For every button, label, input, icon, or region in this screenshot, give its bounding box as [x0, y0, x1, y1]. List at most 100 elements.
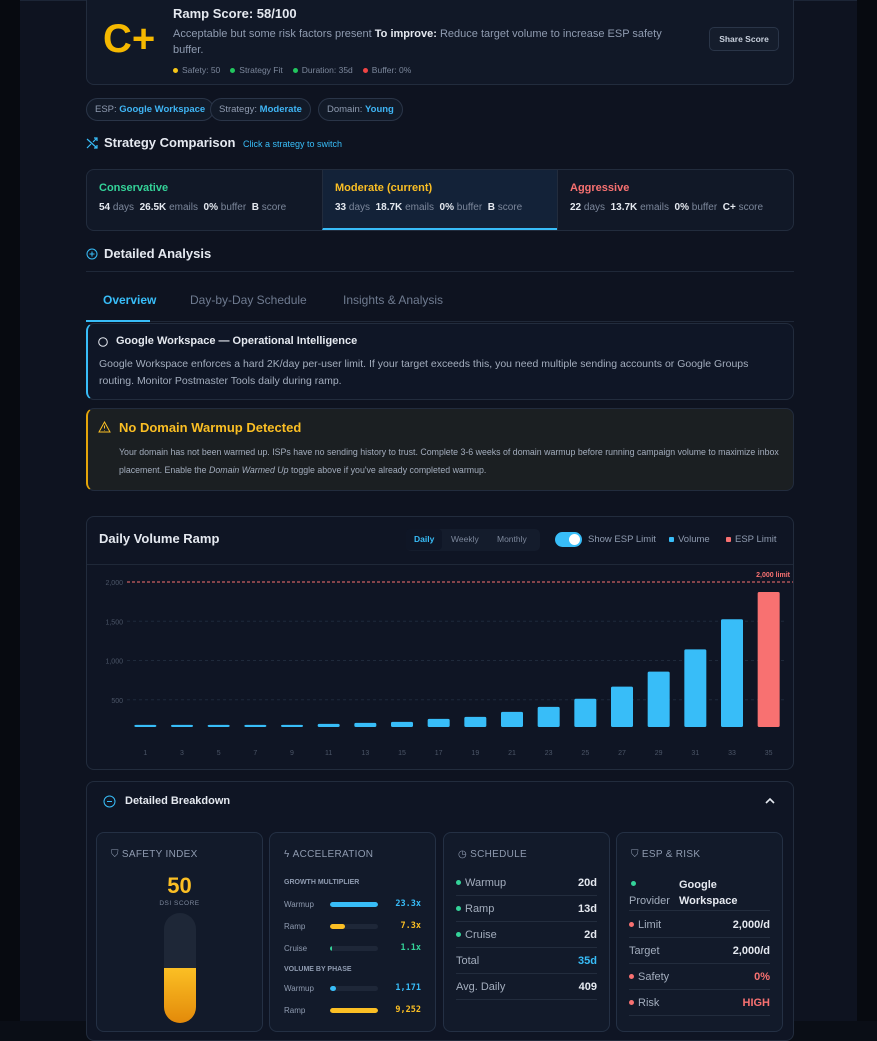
minus-circle-icon[interactable] [103, 795, 116, 808]
bar-day-27 [611, 686, 633, 727]
strategy-comparison-title: Strategy Comparison [104, 135, 236, 150]
detail-row: Limit 2,000/d [629, 912, 770, 938]
y-tick-label: 2,000 [105, 580, 123, 587]
shield-icon: ⛉ [111, 849, 122, 860]
bolt-icon: ϟ [284, 849, 293, 860]
meter-bar [330, 923, 378, 929]
daily-volume-chart-card: Daily Volume Ramp Daily Weekly Monthly S… [86, 516, 794, 770]
strategy-card-moderate[interactable]: Moderate (current) 33 days 18.7K emails … [322, 170, 557, 230]
meter-row: Ramp 9,252 [284, 1005, 421, 1015]
esp-limit-label: 2,000 limit [756, 572, 791, 579]
score-factor: Safety: 50 [173, 65, 220, 75]
acceleration-title: ϟ ACCELERATION [284, 849, 374, 860]
detail-row: Warmup 20d [456, 870, 597, 896]
esp-limit-toggle[interactable] [555, 532, 582, 547]
x-tick-label: 19 [471, 750, 479, 757]
strategy-hint: Click a strategy to switch [243, 139, 343, 149]
detail-row: Cruise 2d [456, 922, 597, 948]
bar-day-23 [537, 706, 560, 727]
toggle-label: Show ESP Limit [588, 534, 656, 545]
x-tick-label: 29 [655, 750, 663, 757]
meter-bar [330, 901, 378, 907]
warning-icon [98, 421, 111, 433]
bar-day-19 [464, 716, 487, 727]
page-edge-right [857, 0, 877, 1021]
safety-gauge [164, 913, 196, 1023]
share-score-button[interactable]: Share Score [709, 27, 779, 51]
detail-row: Risk HIGH [629, 990, 770, 1016]
esp-risk-title: ⛉ ESP & RISK [631, 849, 701, 860]
x-tick-label: 21 [508, 750, 516, 757]
x-tick-label: 3 [180, 750, 184, 757]
shield-icon: ⛉ [631, 849, 642, 860]
active-tab-indicator [86, 320, 150, 322]
chart-divider [87, 564, 793, 565]
x-tick-label: 33 [728, 750, 736, 757]
schedule-panel: ◷ SCHEDULE Warmup 20d Ramp 13d Cruise 2d Total… [443, 832, 610, 1032]
info-icon [98, 337, 108, 347]
chevron-up-icon[interactable] [765, 797, 775, 804]
detail-row: Total 35d [456, 948, 597, 974]
safety-index-panel: ⛉ SAFETY INDEX 50 DSI SCORE [96, 832, 263, 1032]
bar-day-5 [207, 724, 230, 727]
bar-day-15 [391, 721, 413, 727]
clock-icon: ◷ [458, 849, 471, 860]
legend-volume: Volume [669, 534, 710, 545]
score-title: Ramp Score: 58/100 [173, 6, 297, 21]
meter-bar [330, 1007, 378, 1013]
x-tick-label: 13 [361, 750, 369, 757]
meter-row: Warmup 23.3x [284, 899, 421, 909]
meter-row: Cruise 1.1x [284, 943, 421, 953]
x-tick-label: 15 [398, 750, 406, 757]
domain-pill[interactable]: Domain: Young [318, 98, 403, 121]
tab-insights-analysis[interactable]: Insights & Analysis [343, 293, 444, 307]
x-tick-label: 35 [765, 750, 773, 757]
tab-overview[interactable]: Overview [103, 293, 157, 307]
strategy-stats: 22 days 13.7K emails 0% buffer C+ score [570, 202, 764, 213]
view-monthly[interactable]: Monthly [497, 534, 527, 544]
strategy-name: Aggressive [570, 182, 630, 194]
provider-row: Provider Google Workspace [629, 873, 770, 911]
meter-row: Warmup 1,171 [284, 983, 421, 993]
divider [86, 271, 794, 272]
bar-day-33 [721, 619, 743, 727]
esp-pill[interactable]: ESP: Google Workspace [86, 98, 215, 121]
legend-esp-limit: ESP Limit [726, 534, 777, 545]
bar-day-29 [647, 671, 670, 727]
strategy-card-aggressive[interactable]: Aggressive 22 days 13.7K emails 0% buffe… [557, 170, 793, 230]
strategy-stats: 54 days 26.5K emails 0% buffer B score [99, 202, 287, 213]
page-edge-left [0, 0, 20, 1021]
warmup-warning-box: No Domain Warmup Detected Your domain ha… [86, 408, 794, 491]
x-tick-label: 23 [545, 750, 553, 757]
dsi-score-label: DSI SCORE [159, 900, 200, 907]
strategy-pill[interactable]: Strategy: Moderate [210, 98, 311, 121]
warning-title: No Domain Warmup Detected [119, 420, 302, 435]
schedule-title: ◷ SCHEDULE [458, 849, 527, 860]
bar-day-13 [354, 722, 377, 727]
x-tick-label: 1 [143, 750, 147, 757]
tabs-divider [86, 321, 794, 322]
strategy-card-conservative[interactable]: Conservative 54 days 26.5K emails 0% buf… [87, 170, 323, 230]
bar-day-7 [244, 724, 267, 727]
score-factor: Strategy Fit [230, 65, 283, 75]
x-tick-label: 31 [691, 750, 699, 757]
plus-circle-icon[interactable] [86, 248, 98, 260]
y-tick-label: 500 [111, 698, 123, 705]
bar-day-25 [574, 698, 597, 727]
info-title: Google Workspace — Operational Intellige… [116, 335, 358, 347]
view-weekly[interactable]: Weekly [451, 534, 479, 544]
esp-info-box: Google Workspace — Operational Intellige… [86, 323, 794, 400]
chart-title: Daily Volume Ramp [99, 531, 220, 546]
score-description: Acceptable but some risk factors present… [173, 28, 662, 56]
meter-bar [330, 985, 378, 991]
bar-day-35 [757, 592, 780, 727]
x-tick-label: 7 [253, 750, 257, 757]
bar-day-21 [501, 711, 523, 727]
y-tick-label: 1,500 [105, 619, 123, 626]
view-daily[interactable]: Daily [406, 529, 443, 550]
tab-day-by-day-schedule[interactable]: Day-by-Day Schedule [190, 293, 307, 307]
score-factors: Safety: 50 Strategy Fit Duration: 35d Buffe… [173, 65, 411, 75]
bar-day-1 [134, 724, 157, 727]
view-segmented-control: Daily Weekly Monthly [406, 529, 540, 551]
x-tick-label: 27 [618, 750, 626, 757]
